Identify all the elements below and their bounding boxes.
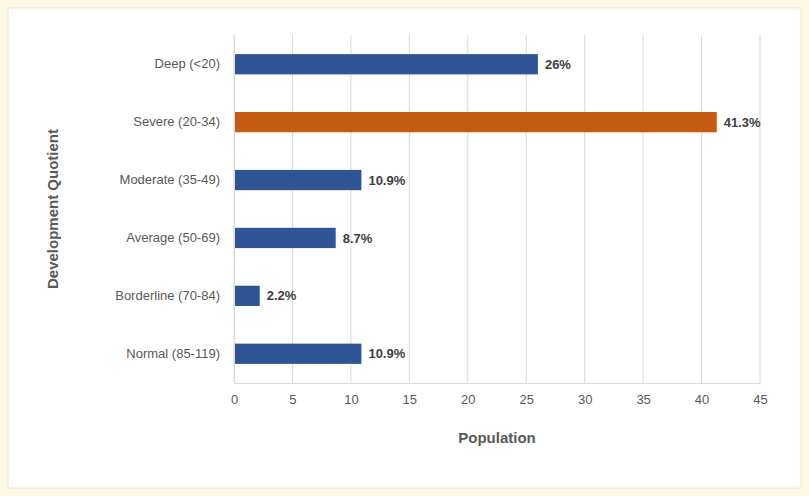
grid-line [350,35,351,383]
y-tick: Average (50-69) [126,230,234,245]
x-tick: 40 [695,383,709,407]
grid-line [526,35,527,383]
x-tick: 45 [753,383,767,407]
plot: 26% 41.3% 10.9% 8.7% 2.2% 10.9% 0 5 10 15 20 25 30 35… [115,35,768,407]
x-tick: 20 [461,383,475,407]
bar [234,54,538,74]
data-label: 26% [545,57,571,72]
x-axis: 0 5 10 15 20 25 30 35 40 45 [231,383,768,407]
x-tick: 0 [231,383,238,407]
data-label: 41.3% [724,115,761,130]
y-tick-label: Average (50-69) [126,230,220,245]
y-axis-title: Development Quotient [44,129,61,289]
grid-line [760,35,761,383]
y-tick: Severe (20-34) [133,114,234,129]
bar [234,228,336,248]
y-tick-label: Borderline (70-84) [115,288,220,303]
x-tick-label: 20 [461,392,475,407]
data-label: 10.9% [368,346,405,361]
x-tick: 5 [289,383,296,407]
bar [234,170,361,190]
bar [234,344,361,364]
x-axis-title: Population [458,429,536,446]
bar [234,286,260,306]
x-tick-label: 5 [289,392,296,407]
x-tick-label: 35 [636,392,650,407]
grid [234,35,760,383]
data-labels: 26% 41.3% 10.9% 8.7% 2.2% 10.9% [267,57,761,362]
bar [234,112,717,132]
data-label: 2.2% [267,288,297,303]
y-tick-label: Severe (20-34) [133,114,220,129]
y-tick: Borderline (70-84) [115,288,234,303]
x-axis-line [235,383,761,384]
x-tick: 25 [519,383,533,407]
x-tick: 15 [403,383,417,407]
y-tick: Normal (85-119) [126,346,234,361]
x-tick-label: 45 [753,392,767,407]
grid-line [234,35,235,383]
y-axis: Deep (<20) Severe (20-34) Moderate (35-49)… [115,36,234,384]
bars [234,54,717,364]
y-tick: Moderate (35-49) [120,172,234,187]
x-tick: 10 [344,383,358,407]
chart: 26% 41.3% 10.9% 8.7% 2.2% 10.9% 0 5 10 15 20 25 30 35… [0,0,809,496]
x-tick-label: 0 [231,392,238,407]
chart-background [8,8,801,488]
y-tick-label: Moderate (35-49) [120,172,220,187]
x-tick-label: 40 [695,392,709,407]
data-label: 8.7% [343,231,373,246]
x-tick-label: 10 [344,392,358,407]
y-tick: Deep (<20) [155,56,234,71]
x-tick-label: 30 [578,392,592,407]
data-label: 10.9% [368,173,405,188]
grid-line [701,35,702,383]
x-tick: 35 [636,383,650,407]
x-tick-label: 25 [519,392,533,407]
x-tick: 30 [578,383,592,407]
grid-line [409,35,410,383]
y-tick-label: Normal (85-119) [126,346,220,361]
y-axis-line [234,36,235,384]
x-tick-label: 15 [403,392,417,407]
grid-line [467,35,468,383]
y-tick-label: Deep (<20) [155,56,220,71]
grid-line [584,35,585,383]
grid-line [643,35,644,383]
grid-line [292,35,293,383]
